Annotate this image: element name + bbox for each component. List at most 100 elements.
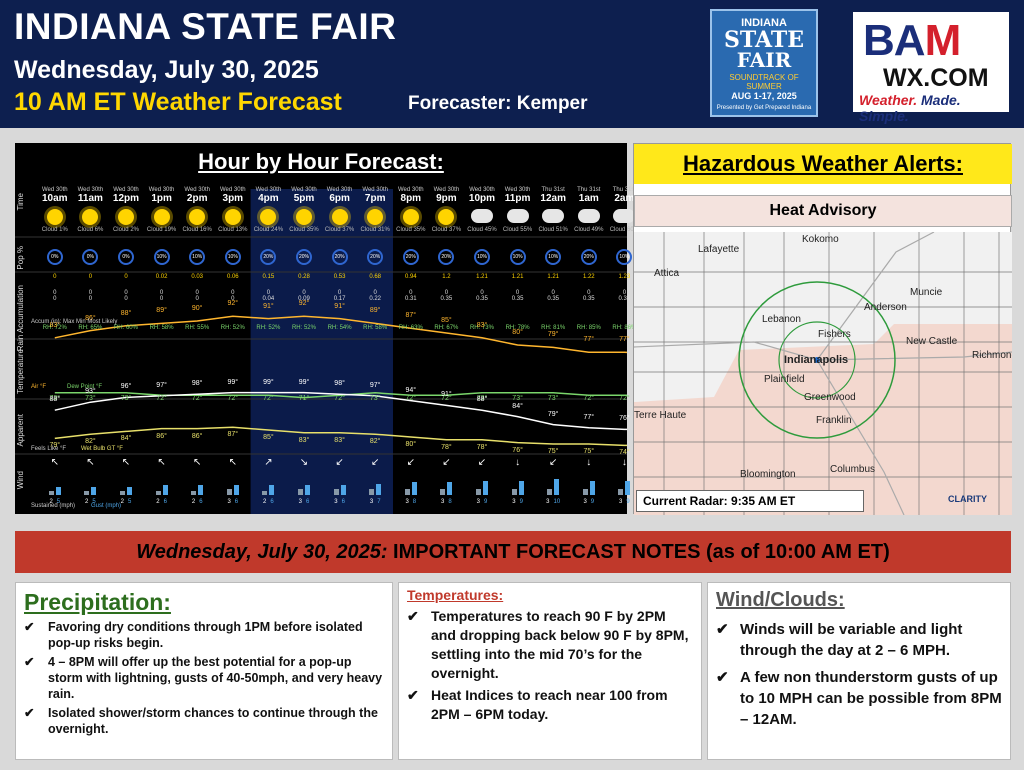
rh-cell: RH: 52% <box>251 325 287 331</box>
air-temp: 89° <box>144 307 180 314</box>
air-temp-value: 80° <box>512 329 523 336</box>
dew-point-value: 72° <box>156 395 167 402</box>
wind-arrow-icon: ↖ <box>50 457 59 468</box>
rain-max: 0.03 <box>191 274 204 280</box>
wet-bulb-value: 84° <box>120 435 132 443</box>
hour-column-header: Wed 30th 3pm <box>215 187 251 204</box>
wind-arrow-icon: ↙ <box>335 457 344 468</box>
dew-point-value: 73° <box>120 395 132 402</box>
feels-like-value: 97° <box>156 381 167 389</box>
wind-arrow-icon: ↓ <box>515 457 521 468</box>
feels-like: 76° <box>607 415 643 422</box>
wet-bulb: 84° <box>108 435 144 442</box>
wind-bars <box>322 477 358 495</box>
cloud-cover-value: Cloud 19% <box>146 227 177 233</box>
radar-site-marker <box>814 357 820 363</box>
rh-cell: RH: 72% <box>37 325 73 331</box>
cloud-cover-value: Cloud 24% <box>253 227 284 233</box>
hour-day: Thu 31st <box>612 187 637 193</box>
pop-cell: 10% <box>179 245 215 265</box>
rain-min: 0 <box>88 290 93 296</box>
rain-max: 0.06 <box>226 274 239 280</box>
dew-point-value: 73° <box>49 395 61 402</box>
hazard-panel: Hazardous Weather Alerts: Heat Advisory … <box>633 143 1012 515</box>
hour-column-header: Wed 30th 5pm <box>286 187 322 204</box>
cloud-cover-value: Cloud 31% <box>360 227 390 233</box>
forecast-notes-banner: Wednesday, July 30, 2025: IMPORTANT FORE… <box>15 531 1011 573</box>
hour-label: 1pm <box>151 193 172 204</box>
pop-cell: 20% <box>322 245 358 265</box>
dew-point: 73° <box>108 395 144 402</box>
pop-value: 20% <box>580 249 597 265</box>
wind-arrow-icon: ↖ <box>192 457 202 468</box>
cloud-cover: Cloud 19% <box>144 227 180 233</box>
gust-wind-bar <box>411 482 417 495</box>
city-label: Kokomo <box>802 234 839 245</box>
bamwx-logo: BAM WX.COM Weather. Made. Simple. <box>853 12 1009 124</box>
hour-day: Wed 30th <box>77 187 104 193</box>
temperature-list: Temperatures to reach 90 F by 2PM and dr… <box>407 607 693 724</box>
forecast-date: Wednesday, July 30, 2025 <box>14 56 319 84</box>
city-label: Muncie <box>910 287 943 298</box>
cloud-cover: Cloud 35% <box>393 227 429 233</box>
wind-arrow-icon: ↘ <box>299 457 309 468</box>
sustained-wind-value: 2 <box>263 499 267 505</box>
wind-direction: ↙ <box>322 457 358 468</box>
air-temp: 83° <box>37 322 73 329</box>
wind-arrow-icon: ↖ <box>86 457 95 468</box>
dew-point: 72° <box>571 395 607 402</box>
pop-value: 10% <box>153 249 170 265</box>
pop-cell: 10% <box>607 245 643 265</box>
rh-cell: RH: 86% <box>607 325 643 331</box>
sustained-wind-bar <box>262 491 268 495</box>
wet-bulb: 83° <box>286 437 322 444</box>
wet-bulb-value: 80° <box>405 441 417 448</box>
feels-like-value: 98° <box>191 380 203 388</box>
pop-value: 10% <box>509 249 526 265</box>
hour-day: Wed 30th <box>398 187 424 193</box>
pop-value: 10% <box>224 249 241 265</box>
radar-map[interactable]: Kokomo Lafayette Attica Muncie Anderson … <box>634 232 1012 515</box>
gust-wind-value: 8 <box>448 499 452 505</box>
cloud-cover: Cloud 24% <box>251 227 287 233</box>
sustained-wind-value: 2 <box>85 499 89 505</box>
hour-label: 10am <box>42 193 68 204</box>
rh-cell: RH: 65% <box>73 325 109 331</box>
wet-bulb-value: 86° <box>191 432 203 440</box>
rain-cell: 0.53 0 0.17 <box>322 274 358 302</box>
rh-cell: RH: 63% <box>393 325 429 331</box>
cloud-cover: Cloud 60% <box>607 227 643 233</box>
city-label: Lafayette <box>698 244 740 255</box>
moon-cloud-icon <box>607 209 643 228</box>
row-label-time: Time <box>16 193 25 211</box>
dew-point-value: 72° <box>227 395 239 402</box>
wind-arrow-icon: ↖ <box>228 457 237 468</box>
wind-direction: ↗ <box>251 457 287 468</box>
hour-day: Wed 30th <box>255 187 282 193</box>
feels-like-value: 99° <box>298 378 310 386</box>
rain-min: 0 <box>159 290 164 296</box>
cloud-cover: Cloud 49% <box>571 227 607 233</box>
rain-likely: 0.09 <box>298 296 310 302</box>
dew-point: 72° <box>144 395 180 402</box>
rain-min: 0 <box>337 290 342 296</box>
rain-likely: 0.17 <box>333 296 346 302</box>
wet-bulb-value: 78° <box>476 443 488 451</box>
sustained-wind-value: 3 <box>476 499 480 505</box>
hour-label: 1am <box>578 193 599 204</box>
hour-label: 3pm <box>222 193 244 204</box>
air-temp-line <box>54 315 627 354</box>
advisory-label: Heat Advisory <box>634 195 1012 227</box>
sustained-wind-bar <box>119 491 125 495</box>
sustained-wind-bar <box>333 489 339 495</box>
rh-cell: RH: 58% <box>357 325 393 331</box>
feels-like: 97° <box>144 382 180 389</box>
sun-icon <box>215 209 251 230</box>
pop-cell: 10% <box>144 245 180 265</box>
precipitation-list: Favoring dry conditions through 1PM befo… <box>24 619 384 737</box>
highlight-window <box>250 189 393 514</box>
wet-bulb-value: 75° <box>583 448 595 455</box>
